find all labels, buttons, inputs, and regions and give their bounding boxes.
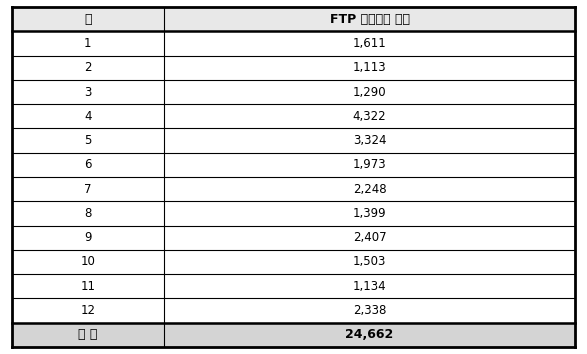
Text: 9: 9 xyxy=(84,231,92,244)
Text: 1,290: 1,290 xyxy=(353,86,386,98)
Bar xyxy=(12,322,575,347)
Text: 24,662: 24,662 xyxy=(346,328,394,341)
Text: 4,322: 4,322 xyxy=(353,110,386,123)
Text: 7: 7 xyxy=(84,183,92,196)
Text: 3: 3 xyxy=(84,86,92,98)
Text: 6: 6 xyxy=(84,158,92,171)
Text: 2: 2 xyxy=(84,61,92,74)
Bar xyxy=(12,250,575,274)
Text: 2,338: 2,338 xyxy=(353,304,386,317)
Text: 1,611: 1,611 xyxy=(353,37,386,50)
Text: 1: 1 xyxy=(84,37,92,50)
Text: 10: 10 xyxy=(80,256,95,268)
Text: 12: 12 xyxy=(80,304,95,317)
Text: 1,113: 1,113 xyxy=(353,61,386,74)
Bar xyxy=(12,177,575,201)
Text: 월: 월 xyxy=(84,13,92,26)
Text: 2,407: 2,407 xyxy=(353,231,386,244)
Text: 5: 5 xyxy=(84,134,92,147)
Text: 8: 8 xyxy=(84,207,92,220)
Text: 합 계: 합 계 xyxy=(78,328,97,341)
Bar xyxy=(12,56,575,80)
Bar xyxy=(12,32,575,56)
Bar xyxy=(12,153,575,177)
Text: 2,248: 2,248 xyxy=(353,183,386,196)
Bar xyxy=(12,201,575,225)
Bar xyxy=(12,7,575,32)
Bar xyxy=(12,274,575,298)
Bar xyxy=(12,225,575,250)
Bar xyxy=(12,129,575,153)
Bar xyxy=(12,104,575,129)
Text: 1,973: 1,973 xyxy=(353,158,386,171)
Text: 1,503: 1,503 xyxy=(353,256,386,268)
Text: 1,134: 1,134 xyxy=(353,280,386,293)
Bar xyxy=(12,298,575,322)
Text: 3,324: 3,324 xyxy=(353,134,386,147)
Text: 11: 11 xyxy=(80,280,95,293)
Text: FTP 다운로드 횟수: FTP 다운로드 횟수 xyxy=(329,13,410,26)
Text: 1,399: 1,399 xyxy=(353,207,386,220)
Bar xyxy=(12,80,575,104)
Text: 4: 4 xyxy=(84,110,92,123)
